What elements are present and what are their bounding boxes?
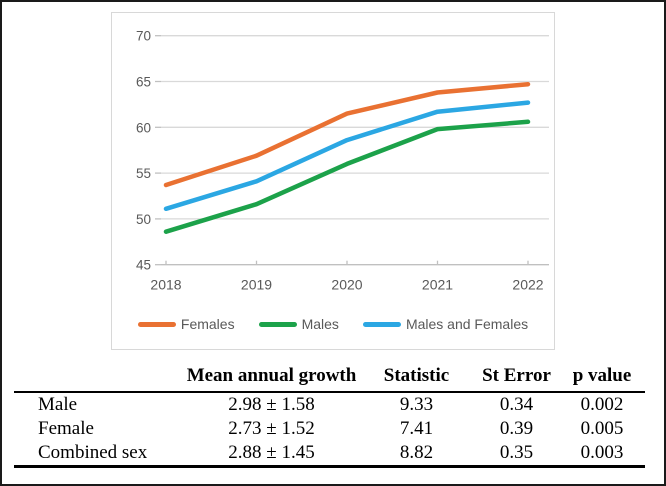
line-chart: 45 50 55 60 65 70 2018 2019 2020 2021 2022	[136, 29, 549, 293]
stats-table: Mean annual growth Statistic St Error p …	[14, 363, 645, 468]
x-axis-label: 2020	[331, 277, 362, 293]
row-label: Male	[38, 394, 78, 415]
y-axis-label: 45	[136, 258, 151, 273]
cell-mean-growth: 2.73 ± 1.52	[228, 418, 315, 439]
y-axis-label: 60	[136, 120, 151, 135]
cell-mean-growth: 2.88 ± 1.45	[184, 441, 359, 468]
legend-swatch-icon	[258, 321, 297, 327]
header-st-error: St Error	[474, 363, 559, 393]
table-row-male: Male 2.98 ± 1.58 9.33 0.34 0.002	[14, 392, 645, 417]
cell-p-value: 0.003	[559, 441, 645, 468]
table-row-female: Female 2.73 ± 1.52 7.41 0.39 0.005	[14, 417, 645, 441]
table-row-combined-sex: Combined sex 2.88 ± 1.45 8.82 0.35 0.003	[14, 441, 645, 468]
header-p-value: p value	[559, 363, 645, 393]
x-axis-label: 2019	[241, 277, 272, 293]
cell-statistic: 8.82	[359, 441, 474, 468]
series-line-males-and-females	[163, 100, 531, 212]
stats-table-grid: Mean annual growth Statistic St Error p …	[14, 363, 645, 468]
cell-p-value: 0.005	[580, 418, 624, 439]
chart-legend: Females Males Males and Females	[112, 316, 554, 332]
legend-label: Males	[301, 316, 339, 332]
y-axis-label: 65	[136, 75, 151, 90]
legend-label: Females	[180, 316, 235, 332]
series-line-females	[163, 81, 531, 188]
x-axis-label: 2022	[512, 277, 543, 293]
chart-panel: 45 50 55 60 65 70 2018 2019 2020 2021 2022 Females…	[111, 12, 555, 350]
header-empty	[14, 363, 184, 393]
legend-swatch-icon	[137, 321, 176, 327]
cell-p-value: 0.002	[580, 394, 624, 415]
series-line-males	[163, 119, 531, 234]
cell-st-error: 0.34	[499, 394, 534, 415]
cell-st-error: 0.39	[499, 418, 534, 439]
cell-mean-growth: 2.98 ± 1.58	[228, 394, 315, 415]
legend-item-females: Females	[137, 316, 235, 332]
header-statistic: Statistic	[359, 363, 474, 393]
table-header-row: Mean annual growth Statistic St Error p …	[14, 363, 645, 393]
x-axis-label: 2021	[422, 277, 453, 293]
legend-item-males: Males	[258, 316, 339, 332]
y-axis-label: 70	[136, 29, 151, 44]
y-axis-label: 50	[136, 212, 151, 227]
legend-label: Males and Females	[405, 316, 529, 332]
cell-statistic: 9.33	[399, 394, 434, 415]
cell-st-error: 0.35	[474, 441, 559, 468]
legend-item-males-and-females: Males and Females	[362, 316, 529, 332]
cell-statistic: 7.41	[399, 418, 434, 439]
y-axis-label: 55	[136, 166, 151, 181]
legend-swatch-icon	[362, 321, 401, 327]
row-label: Female	[38, 418, 94, 439]
row-label: Combined sex	[14, 441, 184, 468]
x-axis-label: 2018	[150, 277, 181, 293]
header-mean-annual-growth: Mean annual growth	[184, 363, 359, 393]
